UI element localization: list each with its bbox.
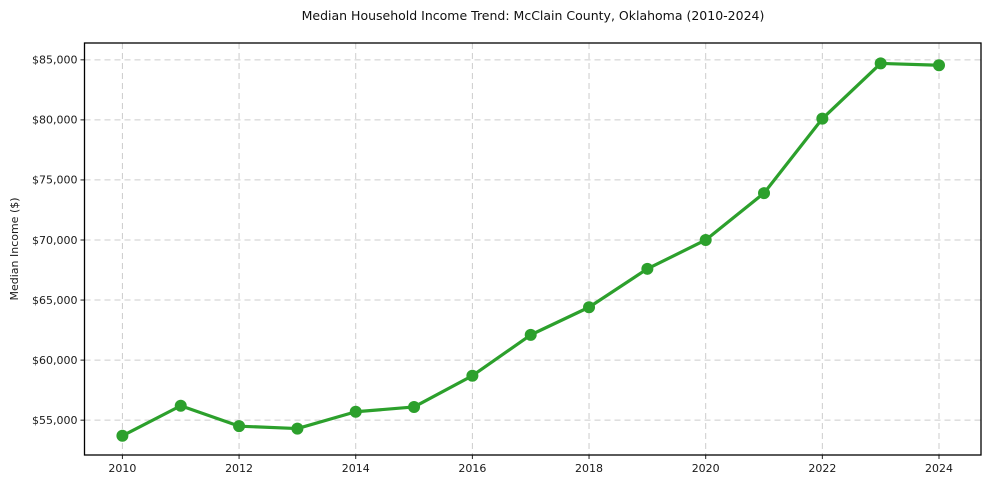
x-tick-label: 2014 [342,462,370,475]
y-tick-label: $80,000 [32,114,78,127]
x-tick-label: 2012 [225,462,253,475]
x-tick-label: 2010 [108,462,136,475]
y-tick-label: $85,000 [32,54,78,67]
y-tick-label: $65,000 [32,294,78,307]
data-point-2024 [933,59,946,72]
data-point-2015 [408,400,421,413]
y-axis-title: Median Income ($) [8,197,21,301]
data-point-2014 [349,405,362,418]
data-point-2023 [874,57,887,70]
plot-border [83,42,982,456]
y-tick-label: $55,000 [32,414,78,427]
x-tick-label: 2016 [458,462,486,475]
data-point-2010 [116,429,129,442]
data-point-2011 [174,399,187,412]
chart-title: Median Household Income Trend: McClain C… [301,8,765,23]
data-point-2012 [233,420,246,433]
data-point-2016 [466,369,479,382]
data-point-2019 [641,262,654,275]
data-point-2017 [524,328,537,341]
data-point-2022 [816,112,829,125]
data-point-2021 [758,187,771,200]
y-tick-label: $60,000 [32,354,78,367]
y-tick-label: $70,000 [32,234,78,247]
y-tick-label: $75,000 [32,174,78,187]
x-tick-label: 2024 [925,462,953,475]
x-tick-label: 2022 [808,462,836,475]
data-point-2013 [291,422,304,435]
x-tick-label: 2018 [575,462,603,475]
x-tick-label: 2020 [692,462,720,475]
data-point-2020 [699,233,712,246]
data-point-2018 [583,301,596,314]
